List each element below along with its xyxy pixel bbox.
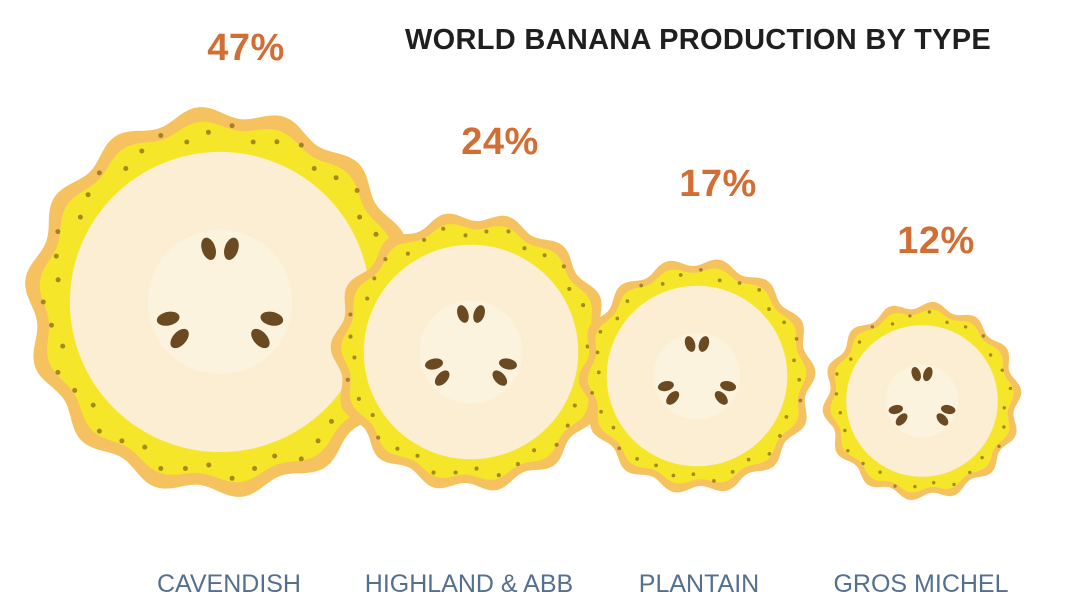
slice-core <box>653 332 741 420</box>
slice-seeds <box>888 367 956 426</box>
slice-layer <box>25 107 1022 501</box>
value-label-plantain: 17% <box>679 163 757 205</box>
category-label-highland-abb: HIGHLAND & ABB <box>365 570 573 598</box>
banana-slice-gros-michel <box>822 301 1022 501</box>
slice-core <box>885 364 959 438</box>
category-label-gros-michel: GROS MICHEL <box>833 570 1008 598</box>
category-label-cavendish: CAVENDISH <box>157 570 301 598</box>
slice-core <box>419 300 523 404</box>
category-label-plantain: PLANTAIN <box>639 570 759 598</box>
value-label-cavendish: 47% <box>207 27 285 69</box>
slice-seeds <box>156 237 284 349</box>
slice-seeds <box>425 305 517 386</box>
banana-slice-highland-abb <box>330 213 612 491</box>
value-label-highland-abb: 24% <box>461 121 539 163</box>
chart-title: WORLD BANANA PRODUCTION BY TYPE <box>405 24 991 56</box>
slice-seeds <box>657 336 737 405</box>
slice-peel-dots <box>590 267 803 483</box>
banana-slice-plantain <box>578 259 816 493</box>
value-label-gros-michel: 12% <box>897 220 975 262</box>
banana-slice-cavendish <box>25 107 415 497</box>
slice-core <box>147 229 293 375</box>
label-layer: 47% CAVENDISH 24% HIGHLAND & ABB 17% PLANTAIN… <box>157 27 1009 598</box>
slice-peel-dots <box>834 310 1013 489</box>
